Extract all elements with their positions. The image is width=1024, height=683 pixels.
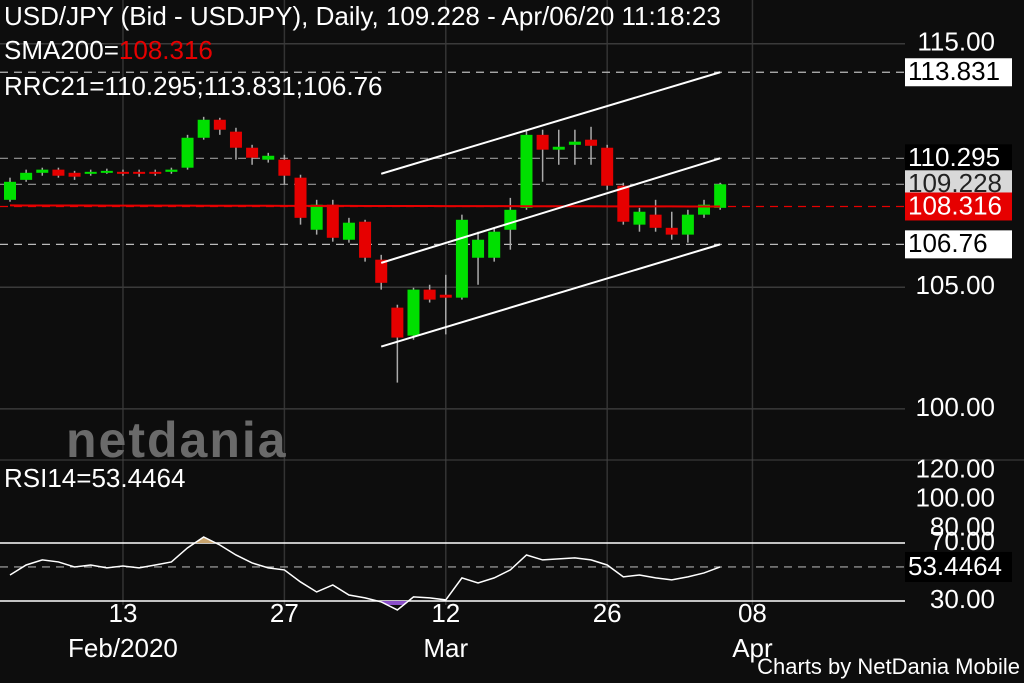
- x-tick-label: 26: [593, 598, 622, 628]
- candle-body: [262, 155, 275, 160]
- chart-title: USD/JPY (Bid - USDJPY), Daily, 109.228 -…: [4, 1, 721, 31]
- candle-body: [68, 172, 81, 177]
- candle-body: [698, 204, 711, 215]
- candle-body: [568, 141, 581, 145]
- candle-body: [391, 307, 404, 338]
- candle-body: [585, 139, 598, 146]
- price-label: 110.295: [908, 142, 1000, 172]
- rsi-tick-label: 70.00: [930, 526, 995, 556]
- candle-body: [714, 184, 727, 208]
- candle-body: [536, 134, 549, 150]
- y-tick-label: 115.00: [917, 27, 995, 57]
- footer: Charts by NetDania Mobile: [757, 654, 1020, 679]
- candle-body: [665, 227, 678, 235]
- candle-body: [229, 131, 242, 148]
- candle-body: [617, 185, 630, 222]
- candle-body: [116, 171, 129, 174]
- x-tick-label: 13: [109, 598, 138, 628]
- candle-body: [36, 169, 49, 173]
- candle-body: [359, 221, 372, 258]
- y-tick-label: 105.00: [915, 270, 995, 300]
- y-tick-label: 100.00: [915, 392, 995, 422]
- candle-body: [633, 211, 646, 225]
- price-label-box: [905, 144, 1012, 173]
- candle-body: [552, 146, 565, 150]
- month-label: Feb/2020: [68, 633, 178, 663]
- candle-body: [342, 222, 355, 240]
- price-label-box: [905, 230, 1012, 259]
- candle-body: [246, 147, 259, 158]
- channel-line: [380, 157, 721, 264]
- candle-body: [100, 170, 113, 173]
- month-label: Mar: [423, 633, 468, 663]
- watermark: netdania: [66, 412, 288, 468]
- month-label: Apr: [732, 633, 773, 663]
- candle-body: [165, 169, 178, 172]
- rsi-label: RSI14=53.4464: [4, 463, 185, 493]
- candle-body: [407, 289, 420, 336]
- candle-body: [681, 214, 694, 235]
- rsi-tick-label: 120.00: [915, 453, 995, 483]
- price-label: 106.76: [908, 228, 988, 258]
- candle-body: [133, 171, 146, 174]
- candle-body: [326, 204, 339, 238]
- candle-body: [4, 181, 16, 200]
- price-label: 108.316: [908, 190, 1002, 220]
- candle-body: [52, 169, 65, 176]
- candle-body: [197, 119, 210, 138]
- channel-label: RRC21=110.295;113.831;106.76: [4, 71, 383, 101]
- rsi-tick-label: 30.00: [930, 584, 995, 614]
- channel-line: [380, 243, 721, 348]
- rsi-value-label: 53.4464: [908, 551, 1002, 581]
- price-label-box: [905, 192, 1012, 221]
- sma-line: [9, 204, 721, 208]
- candle-body: [149, 171, 162, 174]
- candle-body: [20, 172, 33, 180]
- candle-body: [649, 214, 662, 228]
- channel-line: [380, 71, 721, 175]
- candle-body: [601, 147, 614, 186]
- price-label-box: [905, 58, 1012, 87]
- candle-body: [375, 259, 388, 283]
- rsi-line: [9, 536, 721, 611]
- x-tick-label: 08: [738, 598, 767, 628]
- sma-value: 108.316: [119, 35, 213, 65]
- oversold-fill: [377, 600, 409, 606]
- candle-body: [423, 289, 436, 300]
- candle-body: [310, 204, 323, 230]
- candle-body: [181, 137, 194, 168]
- candle-body: [213, 119, 226, 130]
- price-label: 113.831: [908, 56, 1000, 86]
- candle-body: [488, 231, 501, 258]
- x-tick-label: 12: [431, 598, 460, 628]
- rsi-tick-label: 100.00: [915, 482, 995, 512]
- sma-label: SMA200=: [4, 35, 119, 65]
- rsi-value-box: [905, 551, 1012, 582]
- candle-body: [439, 294, 452, 298]
- candle-body: [455, 219, 468, 298]
- candle-body: [520, 134, 533, 208]
- candle-body: [294, 177, 307, 218]
- x-tick-label: 27: [270, 598, 299, 628]
- candle-body: [84, 171, 97, 174]
- rsi-tick-label: 80.00: [930, 511, 995, 541]
- candle-body: [472, 239, 485, 258]
- candle-body: [278, 159, 291, 176]
- candle-body: [504, 209, 517, 230]
